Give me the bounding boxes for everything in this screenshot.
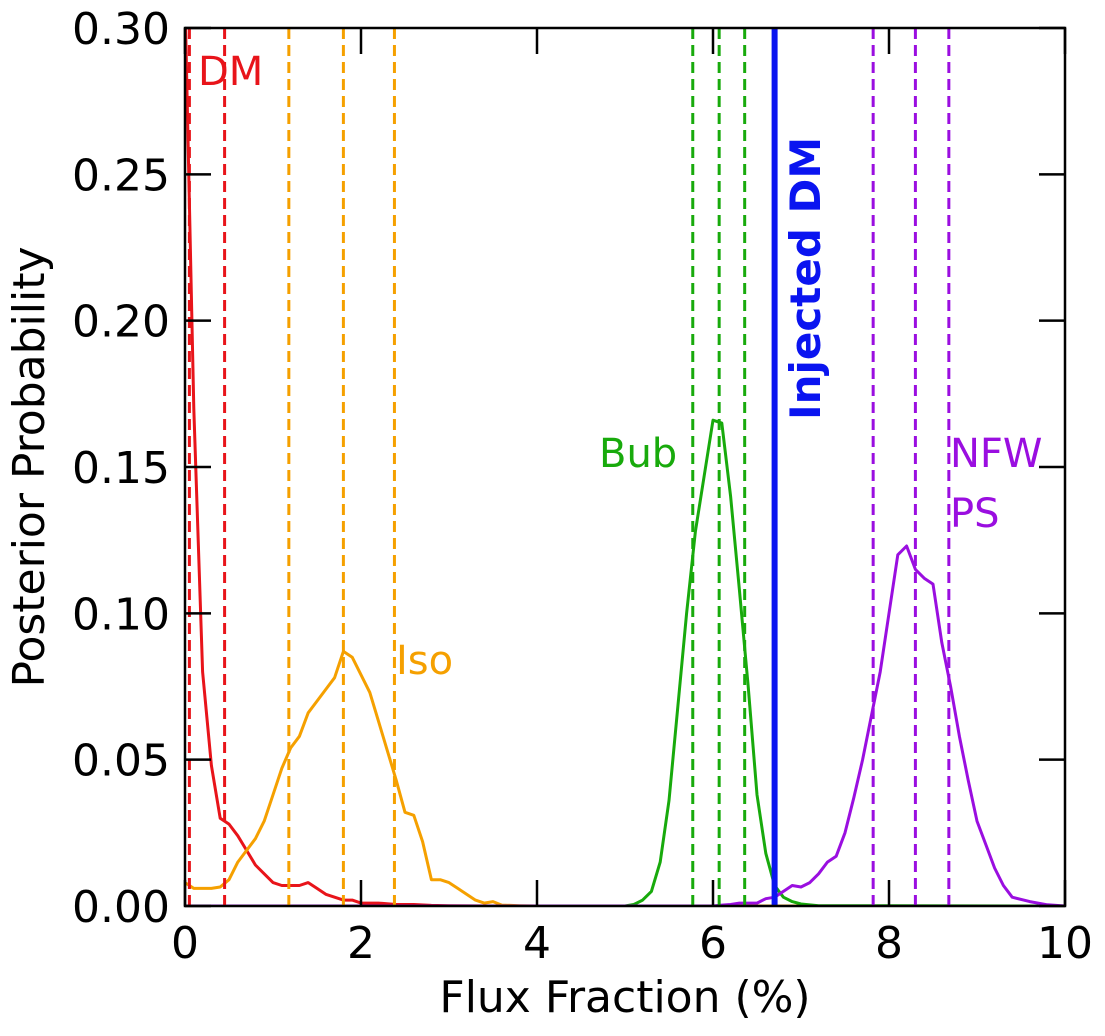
series-line-iso <box>185 649 1065 906</box>
y-axis-label: Posterior Probability <box>4 246 55 687</box>
series-line-nfw-ps <box>185 544 1065 906</box>
y-tick-label: 0.30 <box>72 4 170 55</box>
series-line-bub <box>185 418 1065 906</box>
y-tick-label: 0.25 <box>72 150 170 201</box>
annotation-dm: DM <box>198 49 263 95</box>
annotation-bub: Bub <box>599 431 677 477</box>
x-tick-label: 6 <box>699 918 727 969</box>
x-tick-label: 2 <box>347 918 375 969</box>
x-tick-label: 0 <box>171 918 199 969</box>
annotation-nfw: NFW <box>950 431 1042 477</box>
quantile-lines-layer <box>187 28 951 906</box>
y-tick-label: 0.20 <box>72 297 170 348</box>
y-tick-label: 0.15 <box>72 443 170 494</box>
tick-layer: 0 2 4 6 8 10 0.00 0.05 0.10 0.15 0.20 0.25 0.30 <box>72 4 1093 969</box>
y-tick-label: 0.05 <box>72 736 170 787</box>
x-tick-label: 10 <box>1037 918 1093 969</box>
annotation-iso: Iso <box>396 638 453 684</box>
x-axis-label: Flux Fraction (%) <box>439 972 810 1023</box>
y-tick-label: 0.10 <box>72 589 170 640</box>
series-layer <box>185 28 1065 906</box>
x-tick-label: 8 <box>875 918 903 969</box>
y-tick-label: 0.00 <box>72 882 170 933</box>
annotation-injected-dm: Injected DM <box>781 137 830 420</box>
annotation-ps: PS <box>950 491 1000 537</box>
x-tick-label: 4 <box>523 918 551 969</box>
